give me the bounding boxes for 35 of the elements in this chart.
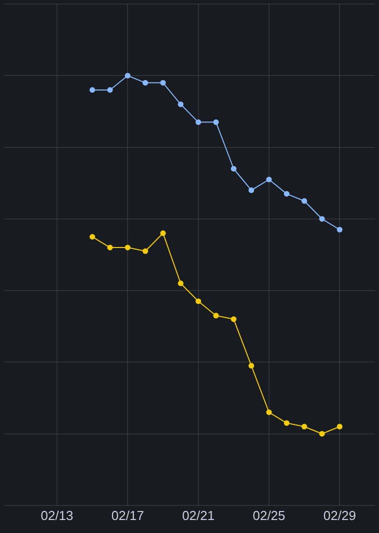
point — [124, 244, 130, 250]
point — [302, 198, 308, 204]
point — [213, 312, 219, 318]
point — [196, 119, 202, 125]
point — [178, 280, 184, 286]
point — [284, 420, 290, 426]
point — [266, 176, 272, 182]
point — [336, 424, 342, 430]
point — [266, 409, 272, 416]
point — [336, 226, 342, 232]
point — [284, 191, 290, 197]
point — [142, 248, 148, 254]
point — [178, 101, 184, 108]
point — [142, 80, 148, 86]
point — [319, 430, 325, 437]
point — [302, 424, 308, 430]
point — [248, 187, 254, 194]
x-tick-label: 02/25 — [252, 508, 286, 523]
point — [90, 87, 96, 93]
point — [248, 362, 254, 369]
point — [213, 119, 219, 125]
x-tick-label: 02/21 — [182, 508, 215, 523]
point — [107, 87, 113, 93]
point — [230, 166, 236, 172]
point — [107, 244, 113, 250]
point — [230, 316, 236, 322]
point — [196, 298, 202, 304]
point — [160, 230, 166, 236]
point — [124, 72, 130, 78]
point — [319, 216, 325, 222]
point — [160, 80, 166, 86]
x-tick-label: 02/17 — [111, 508, 144, 523]
x-tick-label: 02/13 — [40, 508, 74, 523]
point — [90, 234, 96, 240]
x-tick-label: 02/29 — [323, 508, 356, 523]
